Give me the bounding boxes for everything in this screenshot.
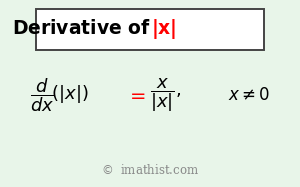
Text: $\mathbf{Derivative\ of\ }$: $\mathbf{Derivative\ of\ }$ xyxy=(12,19,150,39)
Text: $x \neq 0$: $x \neq 0$ xyxy=(228,87,270,104)
Text: $\dfrac{d}{dx}\!\left(|x|\right)$: $\dfrac{d}{dx}\!\left(|x|\right)$ xyxy=(30,76,89,114)
Text: $\copyright$  imathist.com: $\copyright$ imathist.com xyxy=(101,163,199,177)
FancyBboxPatch shape xyxy=(36,9,264,50)
Text: $=$: $=$ xyxy=(126,86,147,104)
Text: $\dfrac{x}{|x|},$: $\dfrac{x}{|x|},$ xyxy=(150,76,181,114)
Text: $\mathbf{|x|}$: $\mathbf{|x|}$ xyxy=(151,17,176,41)
